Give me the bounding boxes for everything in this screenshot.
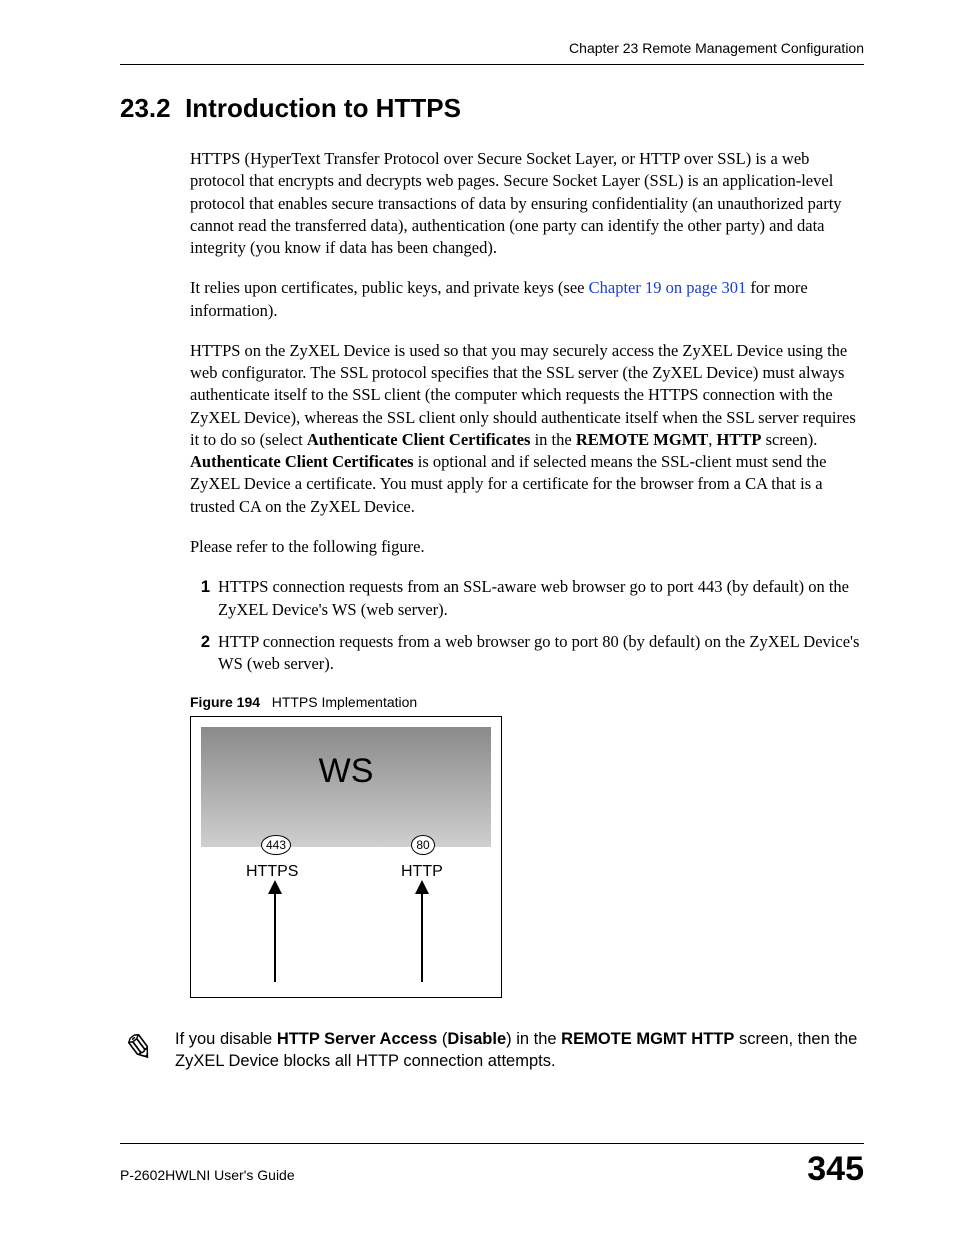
note-b1: HTTP Server Access [277,1030,438,1048]
note-b2: Disable [447,1030,506,1048]
note-b3: REMOTE MGMT HTTP [561,1030,734,1048]
paragraph-2: It relies upon certificates, public keys… [190,277,864,322]
footer-rule [120,1143,864,1144]
header-rule [120,64,864,65]
p3e: screen). [761,430,817,449]
note-block: ✎ If you disable HTTP Server Access (Dis… [120,1028,864,1073]
figure-title: HTTPS Implementation [272,694,418,710]
list-number: 1 [190,576,210,621]
p3d: , [708,430,716,449]
note-c: ( [437,1030,447,1048]
page-number: 345 [807,1150,864,1189]
note-text: If you disable HTTP Server Access (Disab… [175,1028,864,1073]
figure-diagram: WS 443 80 HTTPS HTTP [190,716,502,998]
paragraph-1: HTTPS (HyperText Transfer Protocol over … [190,148,864,259]
arrow-icon [274,882,276,982]
ws-server-box: WS [201,727,491,847]
p3-bold-4: Authenticate Client Certificates [190,452,414,471]
p3-bold-1: Authenticate Client Certificates [307,430,531,449]
paragraph-3: HTTPS on the ZyXEL Device is used so tha… [190,340,864,518]
footer-guide-name: P-2602HWLNI User's Guide [120,1167,295,1183]
page-footer: P-2602HWLNI User's Guide 345 [120,1150,864,1189]
note-a: If you disable [175,1030,277,1048]
section-number: 23.2 [120,93,171,123]
list-text: HTTPS connection requests from an SSL-aw… [218,576,864,621]
list-text: HTTP connection requests from a web brow… [218,631,864,676]
p3-bold-3: HTTP [717,430,762,449]
p3c: in the [530,430,575,449]
list-number: 2 [190,631,210,676]
arrow-icon [421,882,423,982]
list-item: 2 HTTP connection requests from a web br… [190,631,864,676]
note-d: ) in the [506,1030,561,1048]
p2-pre: It relies upon certificates, public keys… [190,278,589,297]
figure-caption: Figure 194 HTTPS Implementation [190,693,864,712]
ws-label: WS [201,749,491,795]
figure-label: Figure 194 [190,694,260,710]
section-heading: 23.2 Introduction to HTTPS [120,93,864,124]
port-80-badge: 80 [411,835,435,855]
paragraph-4: Please refer to the following figure. [190,536,864,558]
p3-bold-2: REMOTE MGMT [576,430,708,449]
numbered-list: 1 HTTPS connection requests from an SSL-… [190,576,864,675]
section-title: Introduction to HTTPS [185,93,461,123]
crossref-link[interactable]: Chapter 19 on page 301 [589,278,747,297]
port-443-badge: 443 [261,835,291,855]
note-icon: ✎ [120,1028,175,1068]
chapter-header: Chapter 23 Remote Management Configurati… [120,40,864,56]
list-item: 1 HTTPS connection requests from an SSL-… [190,576,864,621]
